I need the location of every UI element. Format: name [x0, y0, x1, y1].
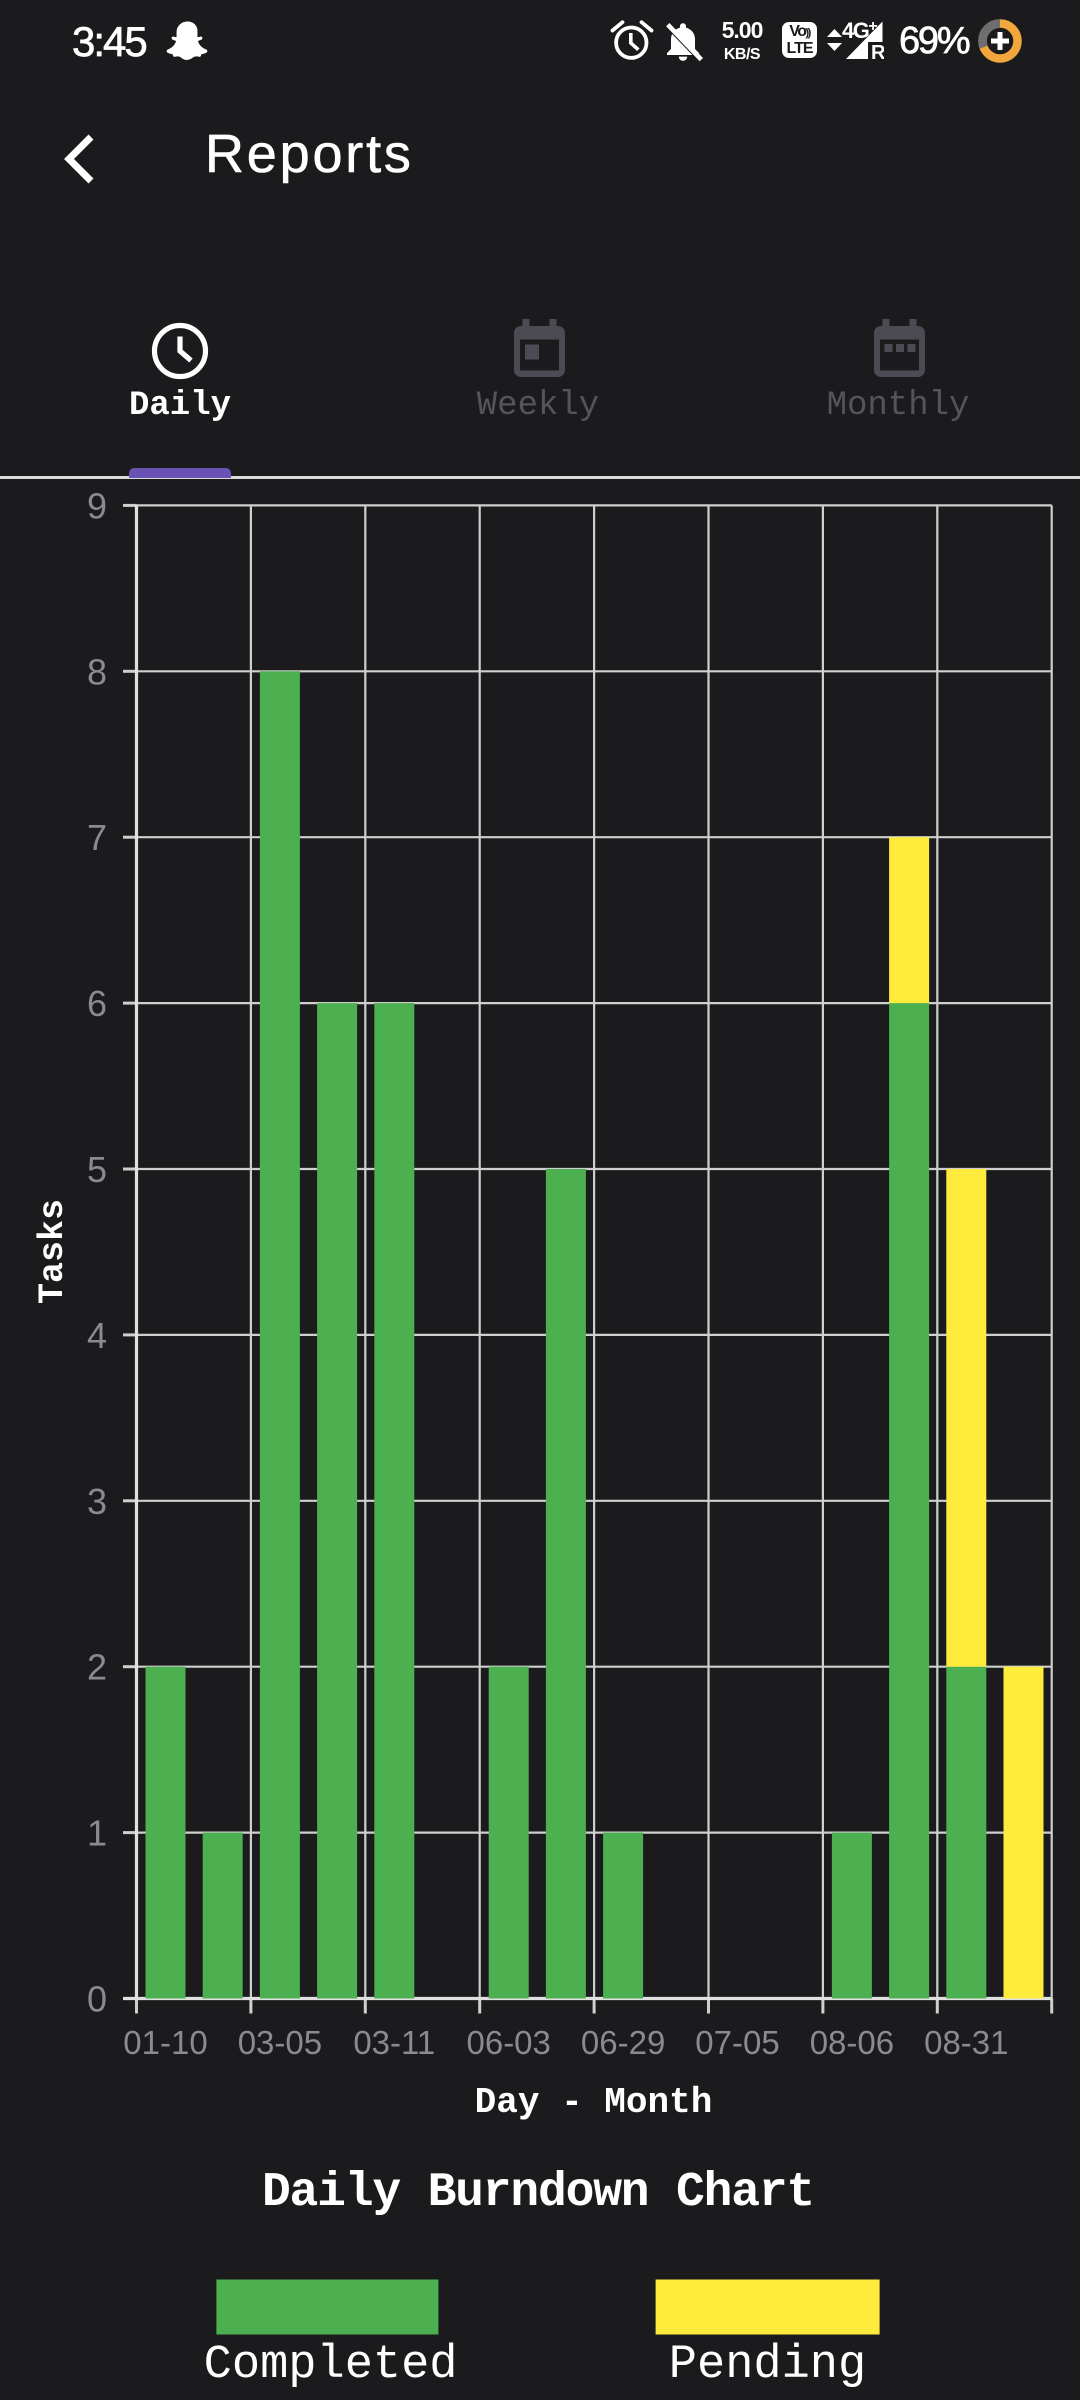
svg-text:Pending: Pending [669, 2339, 866, 2392]
svg-text:9: 9 [87, 485, 107, 526]
svg-text:Completed: Completed [204, 2339, 458, 2392]
svg-text:03-05: 03-05 [238, 2024, 322, 2061]
svg-text:08-31: 08-31 [924, 2024, 1008, 2061]
svg-text:08-06: 08-06 [810, 2024, 894, 2061]
svg-text:7: 7 [87, 817, 107, 858]
svg-text:5: 5 [87, 1149, 107, 1190]
svg-text:6: 6 [87, 983, 107, 1024]
svg-text:03-11: 03-11 [353, 2024, 435, 2061]
svg-text:1: 1 [87, 1813, 107, 1854]
svg-text:Daily Burndown Chart: Daily Burndown Chart [262, 2166, 814, 2220]
svg-text:Tasks: Tasks [33, 1199, 73, 1304]
svg-text:06-29: 06-29 [581, 2024, 665, 2061]
svg-text:4: 4 [87, 1315, 107, 1356]
svg-text:3: 3 [87, 1481, 107, 1522]
svg-text:R: R [871, 42, 884, 60]
svg-text:07-05: 07-05 [695, 2024, 779, 2061]
svg-text:01-10: 01-10 [123, 2024, 207, 2061]
svg-text:8: 8 [87, 651, 107, 692]
svg-text:0: 0 [87, 1979, 107, 2020]
svg-text:Day - Month: Day - Month [475, 2082, 713, 2123]
svg-text:2: 2 [87, 1647, 107, 1688]
svg-text:06-03: 06-03 [466, 2024, 550, 2061]
